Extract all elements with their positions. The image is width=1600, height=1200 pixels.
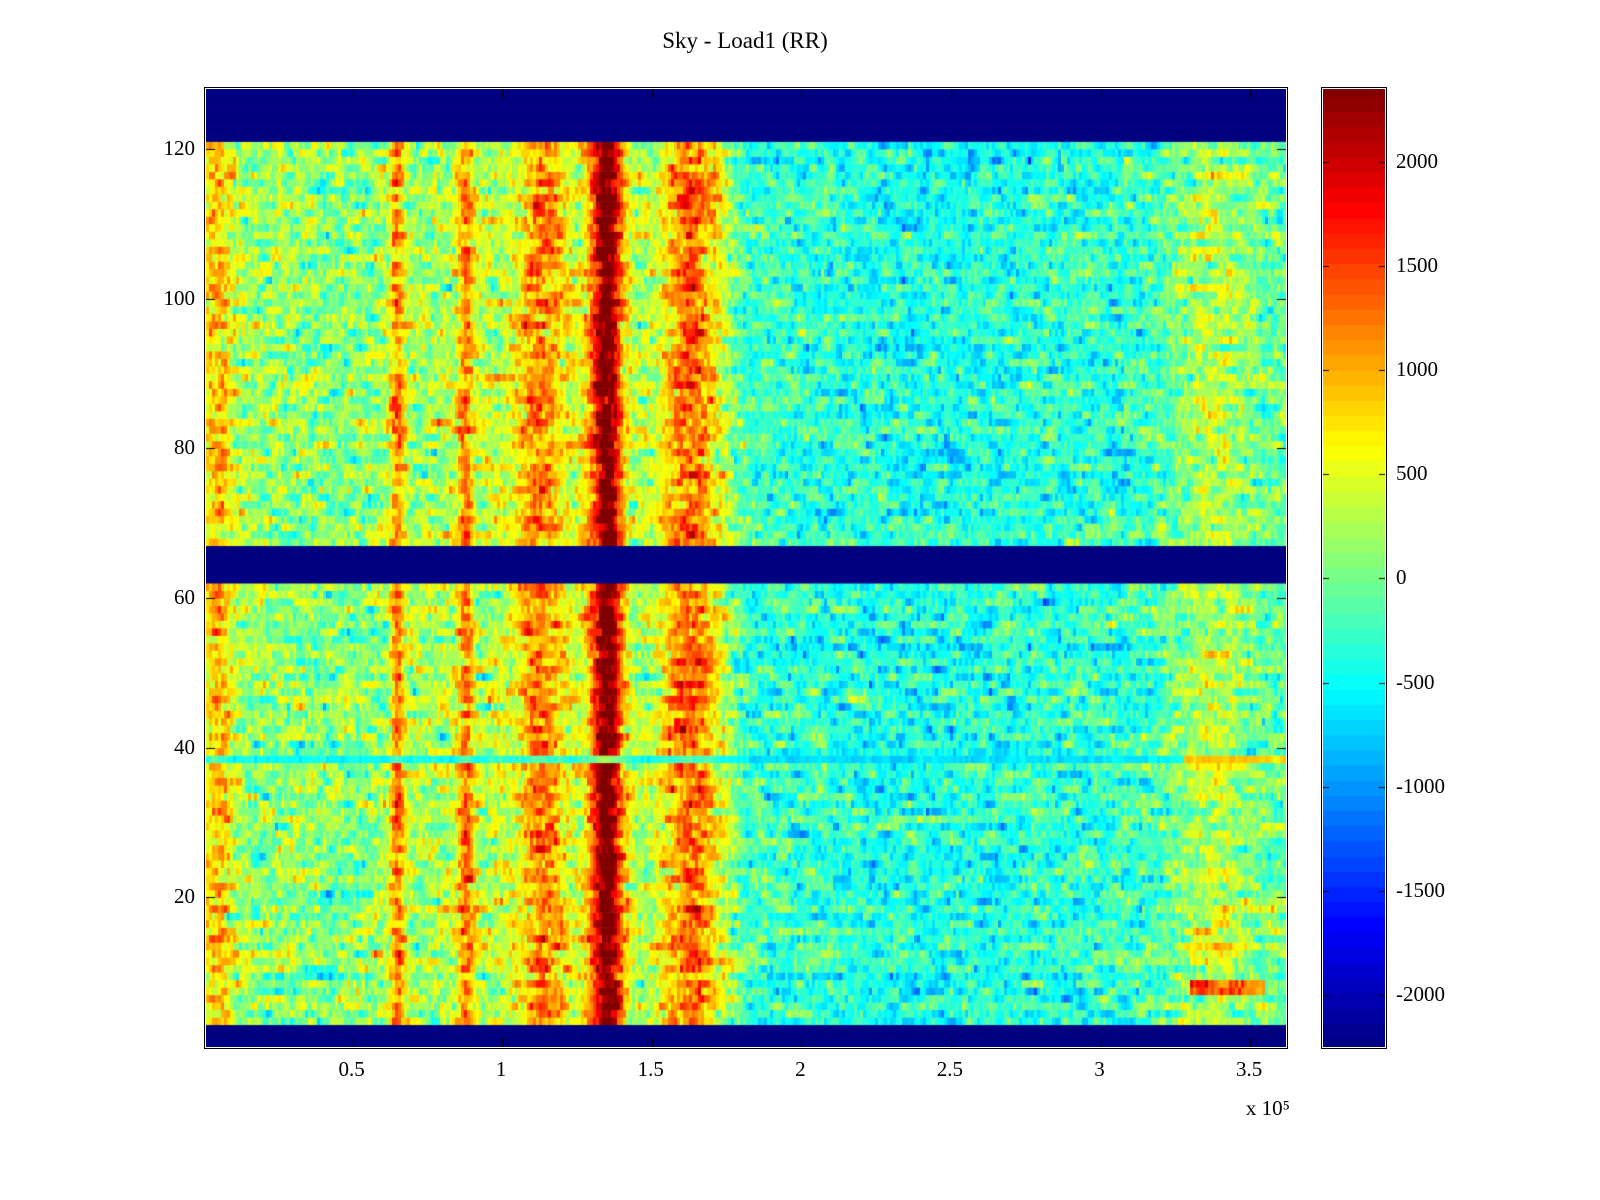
heatmap-canvas — [206, 89, 1286, 1047]
colorbar-tick-label: 1000 — [1396, 357, 1438, 382]
x-tick-label: 2 — [795, 1057, 806, 1081]
y-tick-label: 20 — [174, 884, 195, 909]
x-tick-label: 3.5 — [1235, 1057, 1263, 1081]
x-axis-multiplier-label: x 10⁵ — [1245, 1096, 1290, 1120]
x-tick-label: 1 — [495, 1057, 507, 1081]
colorbar-tick-label: 2000 — [1396, 148, 1438, 173]
heatmap-plot-area — [204, 87, 1288, 1049]
colorbar-tick-label: 0 — [1396, 565, 1407, 590]
colorbar-canvas — [1323, 89, 1385, 1047]
y-tick-label: 120 — [163, 135, 196, 160]
chart-title: Sky - Load1 (RR) — [662, 28, 828, 53]
y-tick-label: 80 — [174, 435, 195, 460]
x-tick-label: 3 — [1094, 1057, 1105, 1081]
x-tick-label: 1.5 — [637, 1057, 664, 1081]
colorbar-tick-label: 1500 — [1396, 253, 1438, 278]
colorbar-tick-label: -1500 — [1396, 877, 1445, 902]
colorbar-tick-label: -2000 — [1396, 981, 1445, 1006]
y-tick-label: 100 — [163, 285, 196, 310]
y-tick-label: 60 — [174, 584, 195, 609]
colorbar-tick-label: -500 — [1396, 669, 1435, 694]
colorbar — [1321, 87, 1387, 1049]
colorbar-tick-label: 500 — [1396, 461, 1428, 486]
x-tick-label: 0.5 — [338, 1057, 365, 1081]
y-tick-label: 40 — [174, 734, 195, 759]
colorbar-tick-label: -1000 — [1396, 773, 1445, 798]
x-tick-label: 2.5 — [936, 1057, 964, 1081]
